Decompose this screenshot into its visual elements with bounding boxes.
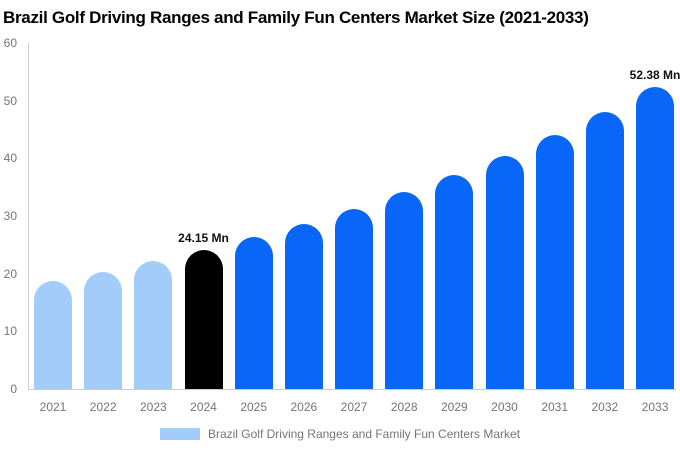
legend-label: Brazil Golf Driving Ranges and Family Fu… (207, 427, 521, 441)
x-axis-label-2028: 2028 (390, 400, 418, 414)
data-label-2033: 52.38 Mn (629, 67, 680, 82)
y-axis-label-30: 30 (3, 209, 17, 223)
bar-2026[interactable] (284, 223, 323, 389)
y-axis-line (28, 43, 29, 390)
legend-swatch-icon (159, 428, 200, 440)
bar-2033[interactable] (636, 86, 675, 389)
y-axis-label-40: 40 (3, 151, 17, 166)
y-axis-label-20: 20 (3, 266, 17, 281)
bar-2032[interactable] (585, 111, 624, 389)
x-axis-label-2033: 2033 (641, 400, 669, 414)
x-axis-label-2025: 2025 (240, 400, 268, 414)
x-axis-label-2030: 2030 (491, 400, 518, 414)
bar-2023[interactable] (134, 261, 173, 389)
data-label-2024: 24.15 Mn (178, 230, 229, 245)
bar-2029[interactable] (435, 174, 474, 389)
x-axis-label-2031: 2031 (541, 400, 569, 414)
bar-2031[interactable] (535, 134, 574, 389)
chart-title: Brazil Golf Driving Ranges and Family Fu… (3, 8, 589, 27)
bar-2027[interactable] (335, 208, 374, 389)
y-axis-label-60: 60 (3, 36, 17, 50)
legend-item[interactable]: Brazil Golf Driving Ranges and Family Fu… (0, 426, 680, 442)
x-axis-label-2027: 2027 (340, 400, 368, 414)
bar-2022[interactable] (84, 271, 123, 389)
bar-2024[interactable] (184, 249, 223, 389)
y-axis-label-10: 10 (3, 324, 17, 339)
x-axis-label-2026: 2026 (290, 400, 318, 414)
bar-2028[interactable] (385, 192, 424, 389)
y-axis-label-0: 0 (10, 382, 17, 396)
x-axis-label-2023: 2023 (139, 400, 167, 414)
bar-2021[interactable] (34, 281, 72, 389)
x-axis-label-2029: 2029 (441, 400, 468, 414)
x-axis-label-2024: 2024 (190, 400, 217, 414)
x-axis-label-2021: 2021 (39, 400, 67, 414)
x-axis-line (28, 389, 676, 390)
y-axis-label-50: 50 (3, 93, 17, 108)
bar-2025[interactable] (234, 237, 273, 389)
x-axis-label-2022: 2022 (89, 400, 117, 414)
x-axis-label-2032: 2032 (591, 400, 619, 414)
bar-2030[interactable] (485, 155, 524, 389)
